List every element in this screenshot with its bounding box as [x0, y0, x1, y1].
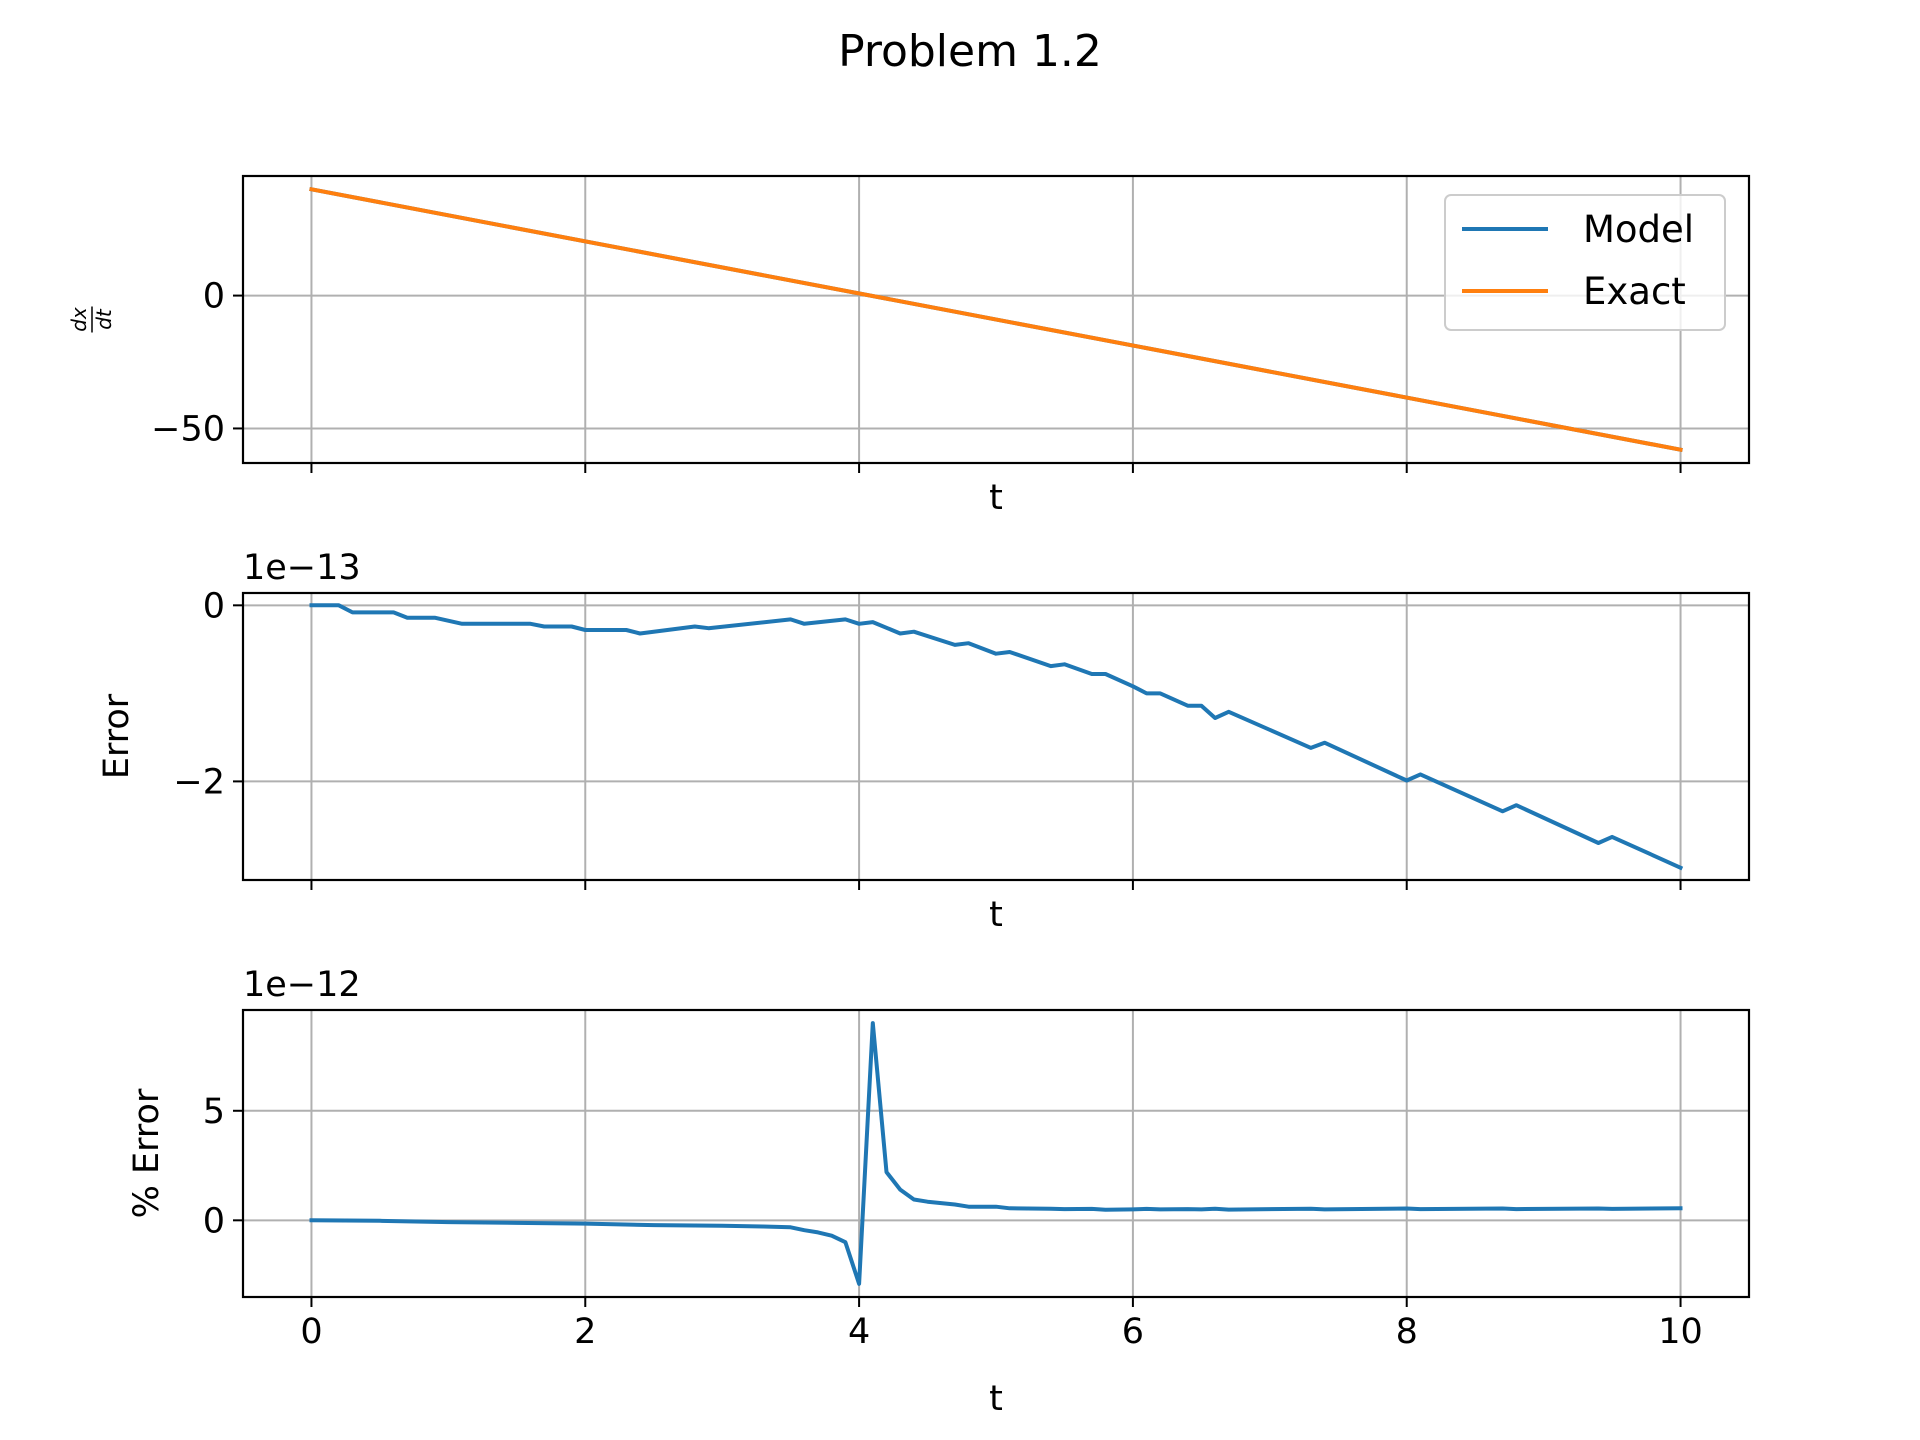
y-axis-label: dx dt [67, 306, 116, 333]
y-axis-label: Error [97, 693, 137, 779]
panel-2: 0 −2 t Error 1e−13 [97, 548, 1751, 935]
x-tick-label: 4 [848, 1312, 870, 1352]
x-tick-label: 0 [300, 1312, 322, 1352]
y-tick-label: 5 [203, 1092, 225, 1132]
x-tick-label: 10 [1658, 1312, 1703, 1352]
offset-text: 1e−12 [243, 965, 361, 1005]
y-axis-label: % Error [127, 1088, 167, 1218]
y-tick-label: 0 [203, 277, 225, 317]
series-line-model [309, 603, 1684, 871]
axes-frame [241, 174, 1751, 465]
y-tick-label: 0 [203, 586, 225, 626]
offset-text: 1e−13 [243, 548, 361, 588]
axes-frame [241, 591, 1751, 882]
x-axis-label: t [989, 1379, 1003, 1419]
x-axis-label: t [989, 895, 1003, 935]
panel-3: 0 2 4 6 8 10 5 0 t % Error 1e−12 [127, 965, 1751, 1419]
x-axis-label: t [989, 478, 1003, 518]
series-line-exact [309, 186, 1683, 453]
legend: Model Exact [1444, 194, 1726, 331]
figure-title: Problem 1.2 [838, 26, 1102, 77]
panel-1: 0 −50 t dx dt Model Exact [67, 174, 1751, 518]
series-line-model [309, 1021, 1683, 1286]
x-tick-label: 2 [574, 1312, 596, 1352]
x-tick-label: 8 [1396, 1312, 1418, 1352]
legend-label-exact: Exact [1583, 270, 1686, 313]
y-tick-label: −50 [151, 409, 225, 449]
axes-frame [241, 1008, 1751, 1299]
x-tick-label: 6 [1122, 1312, 1144, 1352]
legend-label-model: Model [1583, 208, 1694, 251]
y-tick-label: 0 [203, 1201, 225, 1241]
y-label-numerator: dx [67, 307, 91, 332]
y-tick-label: −2 [173, 762, 225, 802]
y-label-denominator: dt [92, 308, 116, 330]
